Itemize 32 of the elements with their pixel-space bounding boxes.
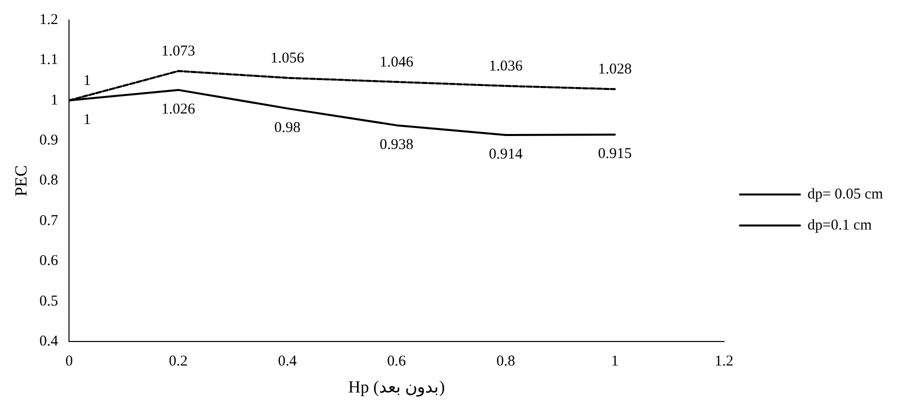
x-tick-label: 1 — [611, 354, 619, 370]
data-label: 1.036 — [488, 58, 524, 74]
x-tick-label: 0.4 — [278, 354, 298, 370]
data-label: 1.028 — [598, 62, 632, 78]
y-tick-label: 0.5 — [39, 293, 58, 310]
data-label: 0.914 — [488, 146, 524, 162]
y-tick-label: 1 — [50, 92, 58, 108]
x-tick-label: 0 — [65, 354, 73, 370]
x-tick-label: 0.2 — [168, 354, 188, 370]
legend-label: dp=0.1 cm — [807, 217, 872, 234]
data-label: 0.915 — [598, 146, 632, 162]
data-label: 1.046 — [380, 54, 414, 70]
y-tick-label: 0.8 — [39, 172, 58, 189]
x-tick-label: 1.2 — [714, 354, 734, 370]
y-tick-label: 0.9 — [39, 132, 58, 149]
legend-label: dp= 0.05 cm — [807, 186, 884, 202]
y-axis-title: PEC — [12, 165, 31, 196]
data-label: 1.026 — [161, 101, 196, 118]
data-label: 1.056 — [270, 50, 305, 66]
y-tick-label: 1.1 — [39, 52, 58, 68]
y-tick-label: 0.6 — [39, 253, 59, 270]
x-tick-label: 0.8 — [496, 354, 516, 370]
y-tick-label: 1.2 — [39, 12, 58, 28]
data-label: 1 — [83, 112, 91, 128]
data-label: 0.98 — [274, 120, 301, 136]
x-axis-title: Hp (بدون بعد) — [348, 377, 445, 398]
x-tick-label: 0.6 — [387, 354, 406, 370]
data-label: 0.938 — [380, 136, 414, 153]
y-tick-label: 0.7 — [39, 212, 59, 229]
data-label: 1.073 — [161, 43, 196, 60]
y-tick-label: 0.4 — [39, 334, 59, 350]
data-label: 1 — [83, 72, 91, 89]
